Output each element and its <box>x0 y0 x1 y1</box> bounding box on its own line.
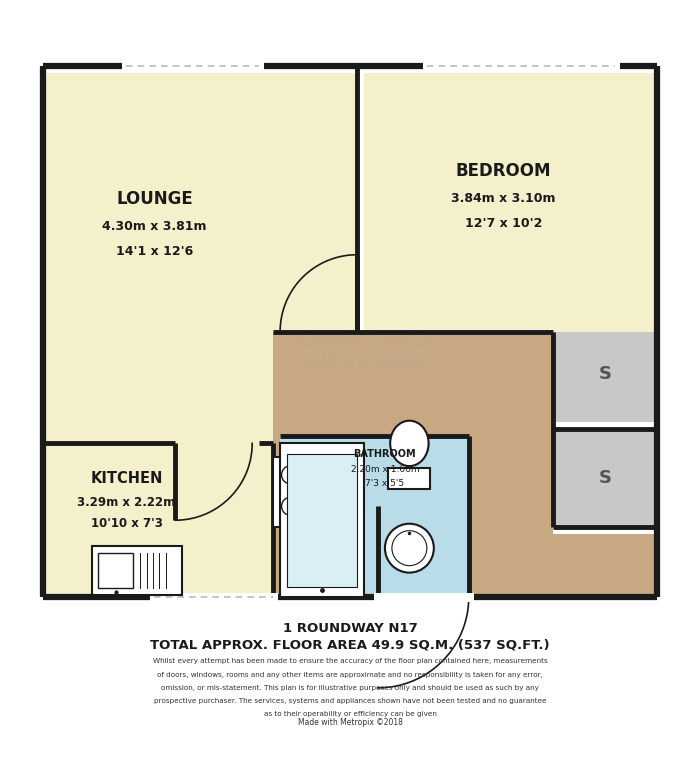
Polygon shape <box>280 436 469 597</box>
Text: 12'7 x 10'2: 12'7 x 10'2 <box>465 217 542 230</box>
Text: LOUNGE: LOUNGE <box>116 189 192 208</box>
Polygon shape <box>273 332 657 597</box>
Text: Whilst every attempt has been made to ensure the accuracy of the floor plan cont: Whilst every attempt has been made to en… <box>153 658 547 664</box>
Bar <box>287 454 357 587</box>
Text: BEDROOM: BEDROOM <box>456 162 552 180</box>
Bar <box>99 553 134 588</box>
Text: 3.29m x 2.22m: 3.29m x 2.22m <box>77 496 176 509</box>
Polygon shape <box>552 332 657 422</box>
Polygon shape <box>364 73 657 332</box>
Text: 3.84m x 3.10m: 3.84m x 3.10m <box>452 193 556 205</box>
Text: 1 ROUNDWAY N17: 1 ROUNDWAY N17 <box>283 622 417 635</box>
Bar <box>273 457 329 527</box>
Text: CHARTERED
SURVEYORS: CHARTERED SURVEYORS <box>298 332 430 373</box>
Text: KITCHEN: KITCHEN <box>90 471 162 486</box>
Text: TOTAL APPROX. FLOOR AREA 49.9 SQ.M. (537 SQ.FT.): TOTAL APPROX. FLOOR AREA 49.9 SQ.M. (537… <box>150 638 550 651</box>
Polygon shape <box>43 444 273 597</box>
Text: 7'3 x 5'5: 7'3 x 5'5 <box>365 479 405 489</box>
Text: 10'10 x 7'3: 10'10 x 7'3 <box>90 517 162 530</box>
Text: 2.20m x 1.66m: 2.20m x 1.66m <box>351 466 419 474</box>
Text: S: S <box>598 365 612 383</box>
Text: of doors, windows, rooms and any other items are approximate and no responsibili: of doors, windows, rooms and any other i… <box>157 672 543 677</box>
Text: 4.30m x 3.81m: 4.30m x 3.81m <box>102 220 206 234</box>
Text: 14'1 x 12'6: 14'1 x 12'6 <box>116 245 193 258</box>
Circle shape <box>385 524 434 572</box>
Text: omission, or mis-statement. This plan is for illustrative purposes only and shou: omission, or mis-statement. This plan is… <box>161 685 539 691</box>
Text: S: S <box>598 470 612 487</box>
Polygon shape <box>552 429 657 527</box>
Text: as to their operability or efficiency can be given: as to their operability or efficiency ca… <box>264 712 436 718</box>
Text: BATHROOM: BATHROOM <box>354 449 416 459</box>
Text: Made with Metropix ©2018: Made with Metropix ©2018 <box>298 718 402 728</box>
Bar <box>92 546 182 595</box>
Polygon shape <box>43 73 357 444</box>
Text: prospective purchaser. The services, systems and appliances shown have not been : prospective purchaser. The services, sys… <box>154 698 546 704</box>
Ellipse shape <box>390 421 428 466</box>
Bar <box>280 444 364 597</box>
Bar <box>389 468 430 489</box>
